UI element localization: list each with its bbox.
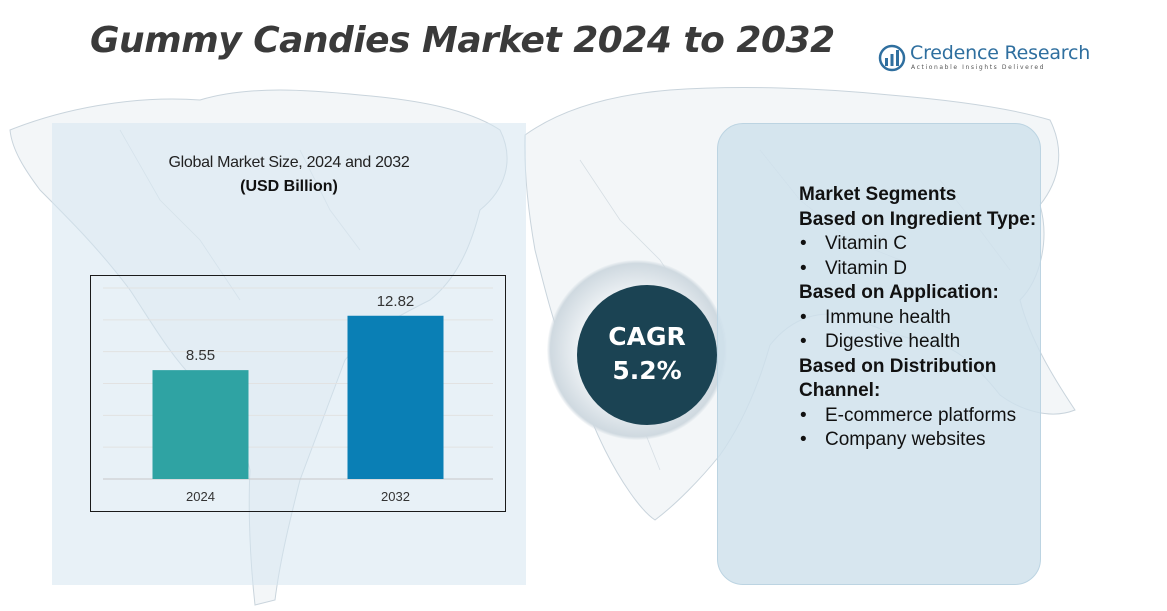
market-size-panel [52,123,526,585]
logo-name: Credence Research [910,42,1091,64]
cagr-badge: CAGR 5.2% [577,285,717,425]
bar-2024 [152,370,249,479]
cagr-label: CAGR [608,322,686,351]
credence-logo-icon [878,44,906,72]
page-title: Gummy Candies Market 2024 to 2032 [90,20,835,61]
logo: Credence Research Actionable Insights De… [878,42,1090,74]
data-label-2032: 12.82 [377,293,415,310]
x-tick-label-2024: 2024 [186,489,215,504]
bar-chart-svg: 8.55 2024 12.82 2032 [103,287,493,504]
segment-item: Immune health [799,306,1039,331]
segment-item: Digestive health [799,330,1039,355]
chart-subtitle: (USD Billion) [240,178,338,195]
bar-chart: 8.55 2024 12.82 2032 [90,275,506,512]
segments-title: Market Segments [799,184,957,205]
segment-list-ingredient: Vitamin C Vitamin D [799,232,1039,281]
segment-heading-distribution: Based on Distribution Channel: [799,355,997,402]
segment-list-application: Immune health Digestive health [799,306,1039,355]
segment-item: Vitamin C [799,232,1039,257]
logo-tagline: Actionable Insights Delivered [911,64,1046,71]
bar-2032 [347,315,444,479]
x-tick-label-2032: 2032 [381,489,410,504]
chart-title: Global Market Size, 2024 and 2032 [168,154,410,171]
segment-heading-application: Based on Application: [799,282,999,303]
segment-list-distribution: E-commerce platforms Company websites [799,404,1039,453]
cagr-value: 5.2% [612,356,682,385]
segment-item: Company websites [799,428,1039,453]
segment-item: Vitamin D [799,257,1039,282]
segment-heading-ingredient: Based on Ingredient Type: [799,208,1037,230]
data-label-2024: 8.55 [186,347,215,364]
market-segments: Market Segments Based on Ingredient Type… [799,183,1039,453]
segment-item: E-commerce platforms [799,404,1039,429]
